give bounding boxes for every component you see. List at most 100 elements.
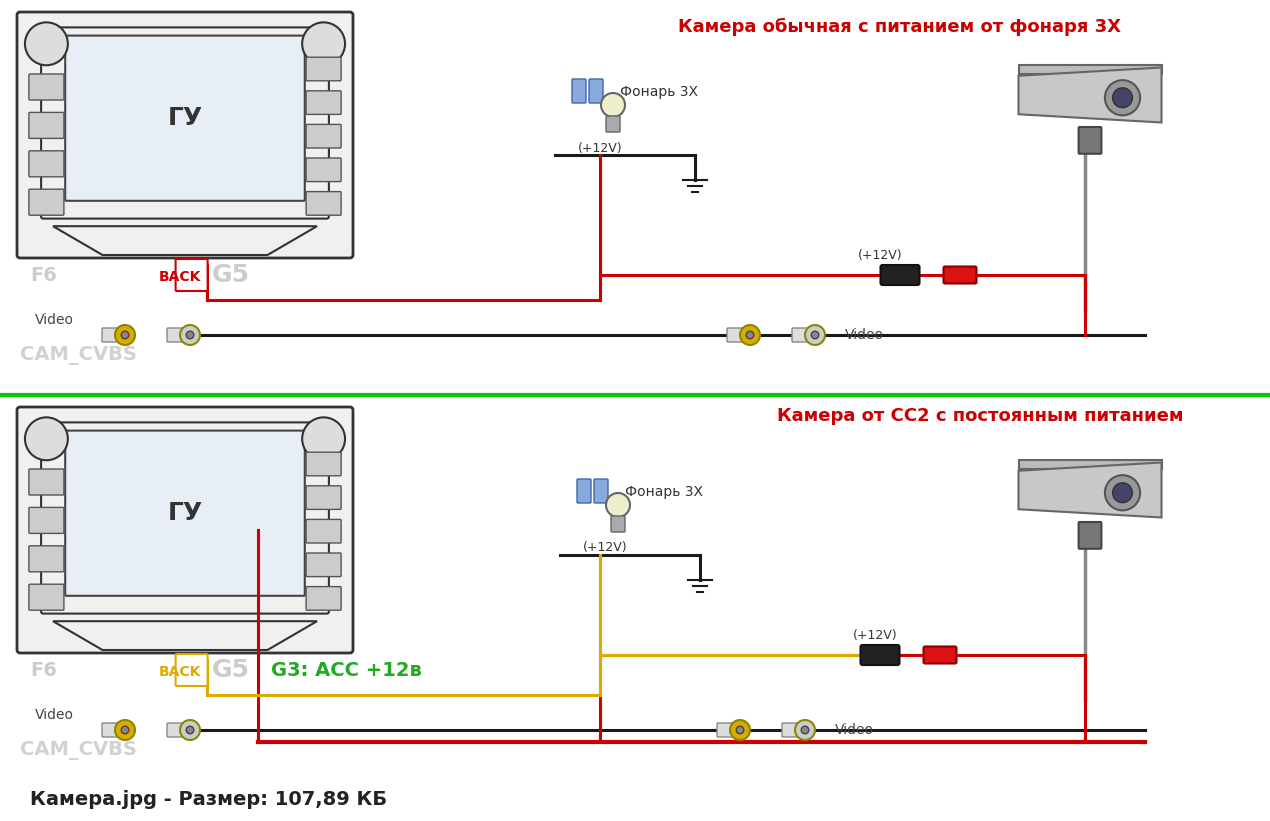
Text: Фонарь 3Х: Фонарь 3Х bbox=[620, 85, 698, 99]
Circle shape bbox=[302, 22, 345, 65]
FancyBboxPatch shape bbox=[102, 723, 126, 737]
FancyBboxPatch shape bbox=[1078, 127, 1101, 154]
Circle shape bbox=[795, 720, 815, 740]
Circle shape bbox=[740, 325, 759, 345]
FancyBboxPatch shape bbox=[65, 35, 305, 201]
Text: F6: F6 bbox=[30, 661, 57, 680]
Polygon shape bbox=[53, 621, 318, 650]
FancyBboxPatch shape bbox=[175, 259, 207, 291]
Text: G5: G5 bbox=[211, 658, 249, 682]
FancyBboxPatch shape bbox=[41, 27, 329, 218]
FancyBboxPatch shape bbox=[306, 125, 342, 148]
FancyBboxPatch shape bbox=[306, 520, 342, 543]
Polygon shape bbox=[1019, 460, 1162, 469]
FancyBboxPatch shape bbox=[175, 654, 207, 686]
FancyBboxPatch shape bbox=[29, 74, 64, 100]
Circle shape bbox=[187, 727, 194, 734]
FancyBboxPatch shape bbox=[1078, 522, 1101, 548]
Text: Камера.jpg - Размер: 107,89 КБ: Камера.jpg - Размер: 107,89 КБ bbox=[30, 791, 387, 810]
FancyBboxPatch shape bbox=[944, 267, 977, 283]
FancyBboxPatch shape bbox=[594, 479, 608, 503]
FancyBboxPatch shape bbox=[17, 407, 353, 653]
Polygon shape bbox=[1019, 67, 1162, 122]
Circle shape bbox=[116, 720, 135, 740]
Text: ГУ: ГУ bbox=[168, 106, 202, 131]
FancyBboxPatch shape bbox=[306, 452, 342, 476]
FancyBboxPatch shape bbox=[782, 723, 806, 737]
Circle shape bbox=[606, 493, 630, 517]
FancyBboxPatch shape bbox=[306, 57, 342, 80]
Circle shape bbox=[302, 417, 345, 461]
Circle shape bbox=[801, 727, 809, 734]
Text: (+12V): (+12V) bbox=[583, 542, 627, 554]
Text: G3: АСС +12в: G3: АСС +12в bbox=[272, 661, 422, 680]
FancyBboxPatch shape bbox=[589, 79, 603, 103]
Text: F6: F6 bbox=[30, 265, 57, 285]
FancyBboxPatch shape bbox=[17, 12, 353, 258]
FancyBboxPatch shape bbox=[306, 191, 342, 215]
FancyBboxPatch shape bbox=[577, 479, 591, 503]
Circle shape bbox=[805, 325, 826, 345]
FancyBboxPatch shape bbox=[306, 91, 342, 114]
FancyBboxPatch shape bbox=[306, 586, 342, 610]
Circle shape bbox=[25, 417, 67, 461]
Text: Video: Video bbox=[834, 723, 874, 737]
Text: (+12V): (+12V) bbox=[852, 629, 898, 641]
Circle shape bbox=[812, 331, 819, 339]
Circle shape bbox=[1113, 483, 1133, 502]
FancyBboxPatch shape bbox=[306, 553, 342, 576]
Text: BACK: BACK bbox=[159, 665, 201, 679]
FancyBboxPatch shape bbox=[306, 158, 342, 181]
FancyBboxPatch shape bbox=[611, 516, 625, 532]
FancyBboxPatch shape bbox=[29, 585, 64, 610]
Text: Фонарь 3Х: Фонарь 3Х bbox=[625, 485, 704, 499]
Circle shape bbox=[121, 331, 128, 339]
Circle shape bbox=[121, 727, 128, 734]
Circle shape bbox=[25, 22, 67, 65]
Polygon shape bbox=[53, 227, 318, 255]
Circle shape bbox=[187, 331, 194, 339]
FancyBboxPatch shape bbox=[861, 645, 899, 665]
Text: Video: Video bbox=[36, 708, 74, 722]
FancyBboxPatch shape bbox=[29, 189, 64, 215]
Circle shape bbox=[737, 727, 744, 734]
Text: (+12V): (+12V) bbox=[857, 249, 902, 262]
FancyBboxPatch shape bbox=[65, 430, 305, 596]
Circle shape bbox=[180, 720, 199, 740]
FancyBboxPatch shape bbox=[572, 79, 585, 103]
FancyBboxPatch shape bbox=[166, 723, 190, 737]
Circle shape bbox=[1105, 475, 1140, 511]
Text: G5: G5 bbox=[211, 263, 249, 287]
FancyBboxPatch shape bbox=[792, 328, 817, 342]
FancyBboxPatch shape bbox=[29, 546, 64, 571]
FancyBboxPatch shape bbox=[102, 328, 126, 342]
Circle shape bbox=[1113, 88, 1133, 108]
Text: Video: Video bbox=[845, 328, 884, 342]
Circle shape bbox=[1105, 80, 1140, 115]
FancyBboxPatch shape bbox=[606, 116, 620, 132]
FancyBboxPatch shape bbox=[718, 723, 740, 737]
FancyBboxPatch shape bbox=[880, 265, 919, 285]
FancyBboxPatch shape bbox=[923, 646, 956, 663]
Text: BACK: BACK bbox=[159, 270, 201, 284]
Text: CAM_CVBS: CAM_CVBS bbox=[20, 346, 137, 365]
FancyBboxPatch shape bbox=[29, 112, 64, 139]
FancyBboxPatch shape bbox=[726, 328, 751, 342]
Text: Камера от СС2 с постоянным питанием: Камера от СС2 с постоянным питанием bbox=[777, 407, 1184, 425]
Circle shape bbox=[116, 325, 135, 345]
FancyBboxPatch shape bbox=[166, 328, 190, 342]
FancyBboxPatch shape bbox=[306, 486, 342, 509]
FancyBboxPatch shape bbox=[29, 151, 64, 177]
FancyBboxPatch shape bbox=[29, 507, 64, 534]
Text: Video: Video bbox=[36, 313, 74, 327]
FancyBboxPatch shape bbox=[41, 422, 329, 613]
Text: ГУ: ГУ bbox=[168, 501, 202, 525]
Circle shape bbox=[747, 331, 754, 339]
Text: Камера обычная с питанием от фонаря 3Х: Камера обычная с питанием от фонаря 3Х bbox=[678, 18, 1121, 36]
Circle shape bbox=[730, 720, 751, 740]
Circle shape bbox=[601, 93, 625, 117]
Text: CAM_CVBS: CAM_CVBS bbox=[20, 741, 137, 759]
FancyBboxPatch shape bbox=[29, 469, 64, 495]
Text: (+12V): (+12V) bbox=[578, 141, 622, 154]
Polygon shape bbox=[1019, 65, 1162, 74]
